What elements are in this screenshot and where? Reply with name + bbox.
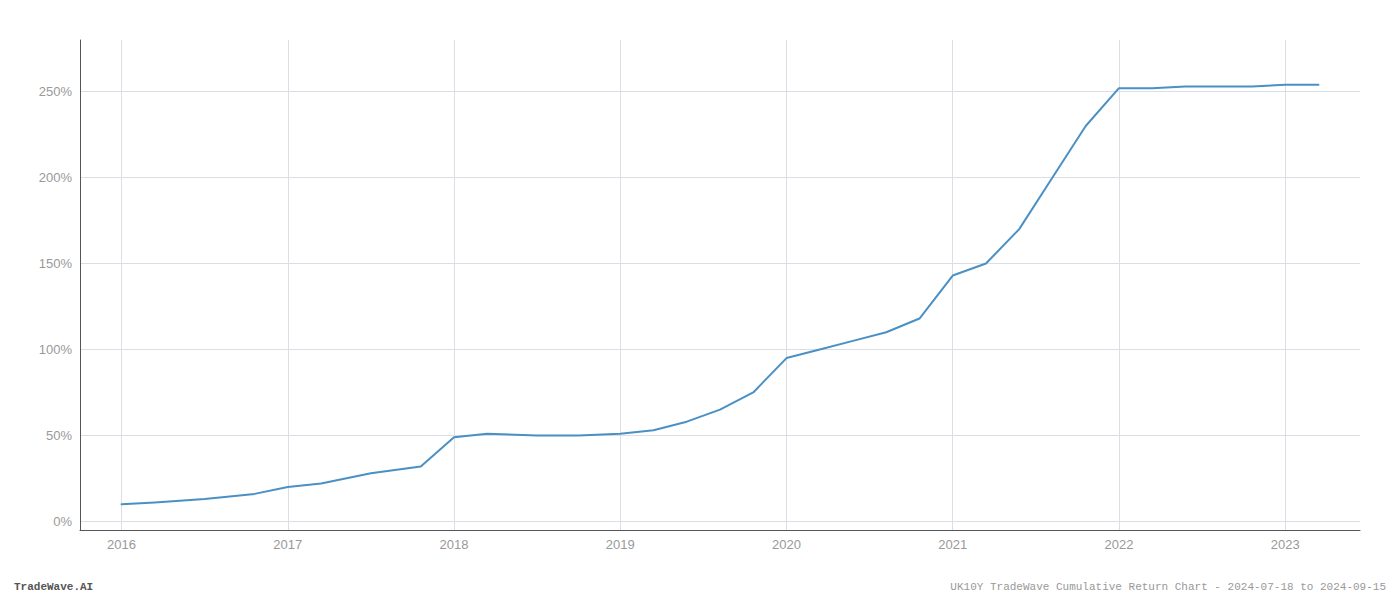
svg-text:2017: 2017	[273, 537, 302, 552]
svg-text:TradeWave.AI: TradeWave.AI	[14, 581, 93, 593]
svg-text:2023: 2023	[1271, 537, 1300, 552]
svg-text:2019: 2019	[606, 537, 635, 552]
svg-text:2020: 2020	[772, 537, 801, 552]
svg-text:2021: 2021	[938, 537, 967, 552]
svg-text:2018: 2018	[440, 537, 469, 552]
svg-text:50%: 50%	[46, 428, 72, 443]
svg-text:100%: 100%	[39, 342, 73, 357]
svg-text:UK10Y TradeWave Cumulative Ret: UK10Y TradeWave Cumulative Return Chart …	[950, 581, 1386, 593]
svg-text:200%: 200%	[39, 170, 73, 185]
svg-text:0%: 0%	[53, 514, 72, 529]
svg-text:150%: 150%	[39, 256, 73, 271]
svg-text:2022: 2022	[1105, 537, 1134, 552]
svg-text:2016: 2016	[107, 537, 136, 552]
svg-text:250%: 250%	[39, 84, 73, 99]
